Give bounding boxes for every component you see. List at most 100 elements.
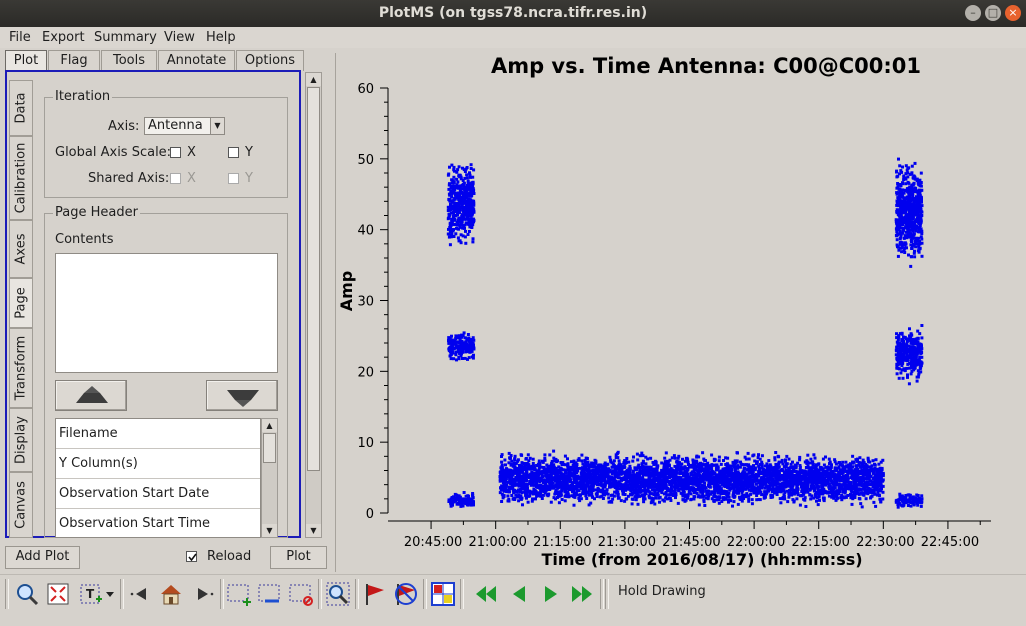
tab-tools[interactable]: Tools	[101, 50, 157, 71]
data-point	[674, 481, 678, 485]
data-point	[510, 459, 514, 463]
data-point	[795, 470, 799, 474]
data-point	[819, 467, 823, 471]
scroll-thumb[interactable]	[307, 87, 320, 471]
data-point	[725, 471, 729, 475]
close-icon[interactable]: ×	[1005, 5, 1021, 21]
data-point	[468, 342, 472, 346]
tab-plot[interactable]: Plot	[5, 50, 47, 71]
list-item[interactable]: Observation Start Time	[56, 509, 260, 537]
data-point	[618, 487, 621, 491]
data-point	[813, 456, 817, 460]
data-point	[673, 464, 677, 468]
data-point	[867, 483, 871, 486]
data-point	[765, 468, 769, 472]
add-plot-button[interactable]: Add Plot	[5, 546, 80, 569]
move-down-button[interactable]	[206, 380, 278, 411]
side-tab-data[interactable]: Data	[9, 80, 33, 136]
data-point	[622, 464, 626, 468]
menu-help[interactable]: Help	[206, 30, 236, 45]
data-point	[500, 486, 504, 489]
list-item[interactable]: Observation Start Date	[56, 479, 260, 509]
data-point	[454, 232, 458, 236]
data-point	[764, 480, 768, 484]
data-point	[736, 502, 740, 506]
data-point	[587, 466, 591, 470]
data-point	[449, 203, 453, 207]
side-tab-transform[interactable]: Transform	[9, 328, 33, 408]
data-point	[456, 204, 460, 208]
menu-export[interactable]: Export	[42, 30, 85, 45]
y-tick-label: 30	[357, 295, 374, 310]
data-point	[767, 459, 771, 463]
data-point	[754, 482, 758, 486]
side-tab-axes[interactable]: Axes	[9, 220, 33, 278]
data-point	[531, 477, 535, 481]
data-point	[658, 500, 661, 504]
data-point	[594, 466, 598, 470]
side-tab-canvas[interactable]: Canvas	[9, 472, 33, 538]
axis-select[interactable]: Antenna ▼	[144, 117, 225, 135]
data-point	[703, 470, 706, 474]
plot-canvas[interactable]: Amp vs. Time Antenna: C00@C00:01 0 10 20 30…	[335, 53, 1026, 572]
menu-summary[interactable]: Summary	[94, 30, 157, 45]
scroll-down-icon[interactable]: ▼	[306, 524, 321, 537]
data-point	[537, 459, 541, 463]
data-point	[835, 492, 839, 496]
move-up-button[interactable]	[55, 380, 127, 411]
data-point	[457, 347, 461, 351]
data-point	[458, 346, 462, 349]
data-point	[714, 487, 718, 491]
data-point	[846, 477, 850, 481]
scroll-thumb[interactable]	[263, 433, 276, 463]
panel-scrollbar[interactable]: ▲ ▼	[305, 72, 322, 538]
list-scrollbar[interactable]: ▲ ▼	[261, 418, 278, 538]
data-point	[597, 488, 601, 491]
shared-x-checkbox[interactable]	[170, 173, 181, 184]
side-tab-display[interactable]: Display	[9, 408, 33, 472]
data-point	[576, 484, 580, 488]
menu-file[interactable]: File	[9, 30, 31, 45]
shared-y-checkbox[interactable]	[228, 173, 239, 184]
scroll-up-icon[interactable]: ▲	[306, 73, 321, 86]
header-items-list[interactable]: Filename Y Column(s) Observation Start D…	[55, 418, 261, 538]
data-point	[741, 471, 745, 475]
data-point	[635, 484, 639, 487]
data-point	[757, 464, 761, 468]
data-point	[500, 492, 504, 496]
data-point	[450, 342, 454, 346]
data-point	[659, 484, 663, 488]
tab-options[interactable]: Options	[236, 50, 304, 71]
side-tab-page[interactable]: Page	[9, 278, 33, 328]
data-point	[466, 333, 470, 336]
data-point	[535, 464, 539, 467]
tab-annotate[interactable]: Annotate	[158, 50, 235, 71]
plot-button[interactable]: Plot	[270, 546, 327, 569]
maximize-icon[interactable]: □	[985, 5, 1001, 21]
data-point	[787, 491, 791, 495]
data-point	[688, 486, 692, 490]
data-point	[691, 482, 695, 486]
data-point	[662, 471, 666, 475]
data-point	[458, 239, 462, 243]
list-item[interactable]: Filename	[56, 419, 260, 449]
data-point	[472, 203, 476, 207]
list-item[interactable]: Y Column(s)	[56, 449, 260, 479]
data-point	[830, 495, 834, 499]
data-point	[451, 499, 455, 503]
data-point	[619, 463, 623, 467]
header-contents-box[interactable]	[55, 253, 278, 373]
minimize-icon[interactable]: –	[965, 5, 981, 21]
scroll-down-icon[interactable]: ▼	[262, 524, 277, 537]
data-point	[446, 173, 450, 177]
menu-view[interactable]: View	[164, 30, 195, 45]
global-y-checkbox[interactable]	[228, 147, 239, 158]
data-point	[710, 477, 714, 481]
scroll-up-icon[interactable]: ▲	[262, 419, 277, 432]
data-point	[464, 196, 468, 200]
data-point	[700, 475, 704, 479]
reload-checkbox[interactable]	[186, 551, 197, 562]
side-tab-calibration[interactable]: Calibration	[9, 136, 33, 220]
global-x-checkbox[interactable]	[170, 147, 181, 158]
tab-flag[interactable]: Flag	[48, 50, 100, 71]
